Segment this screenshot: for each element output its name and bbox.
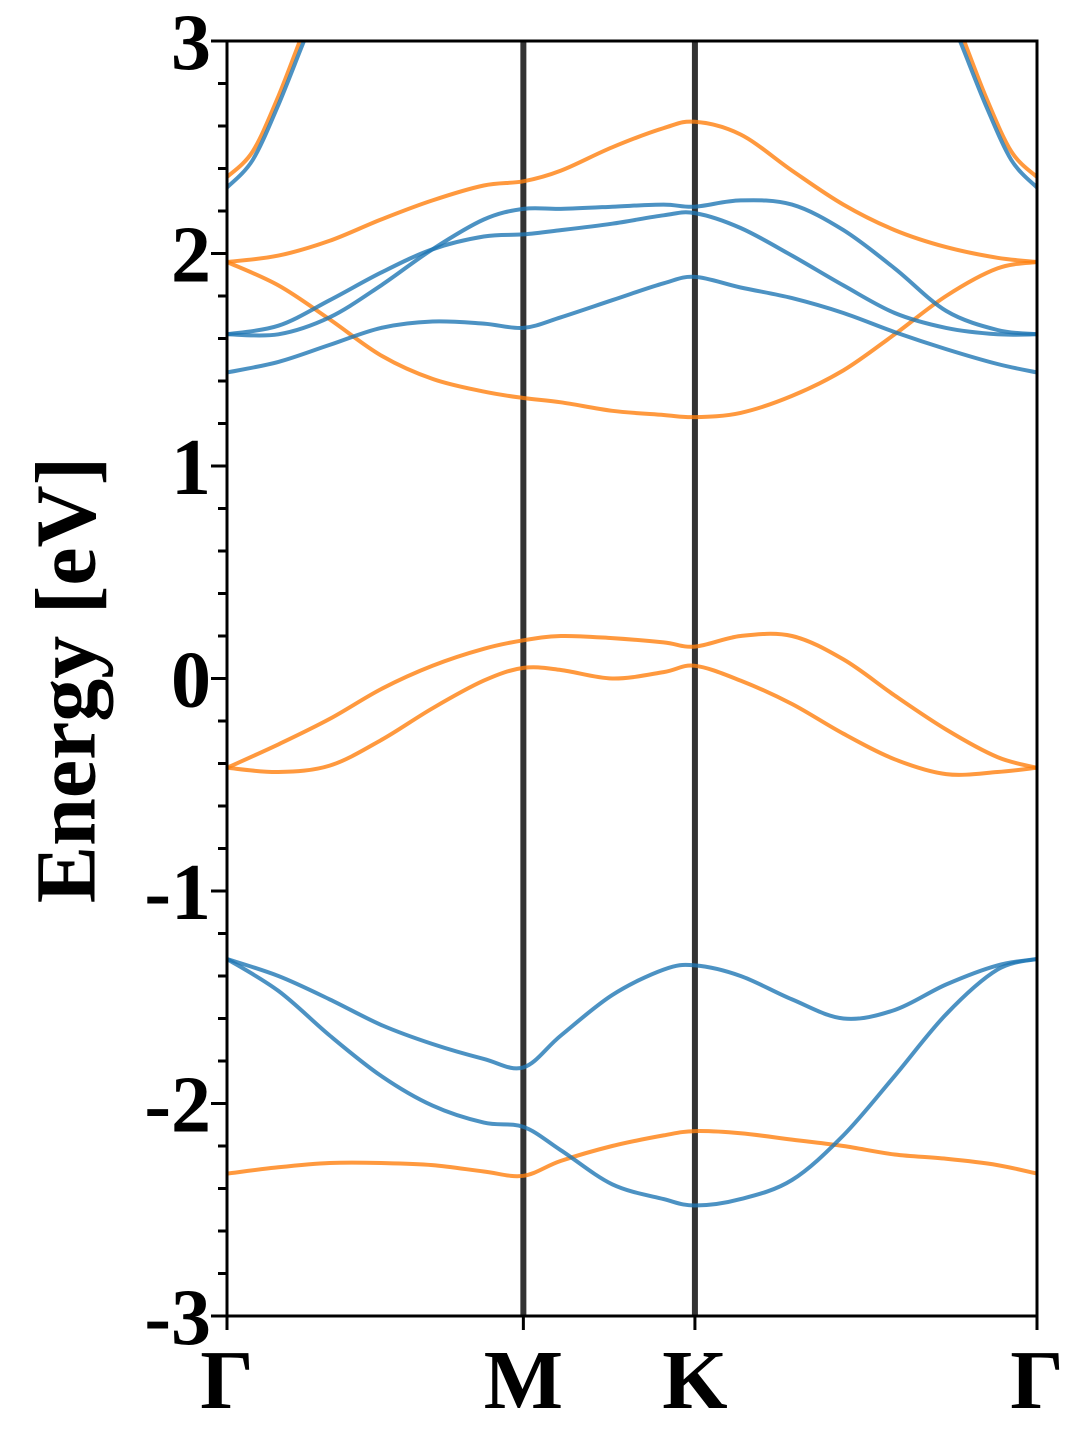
- band: [227, 957, 1037, 1071]
- band: [227, 663, 1037, 777]
- y-tick-label: 1: [171, 424, 211, 512]
- band: [227, 631, 1037, 770]
- band: [227, 1129, 1037, 1179]
- band: [227, 41, 307, 190]
- x-tick-label: K: [662, 1334, 727, 1427]
- y-axis-label: Energy [eV]: [18, 457, 114, 904]
- y-tick-label: -1: [144, 849, 211, 937]
- y-tick-label: -3: [144, 1274, 211, 1362]
- band: [962, 41, 1037, 179]
- band: [227, 957, 1037, 1208]
- y-tick-label: 3: [171, 0, 211, 87]
- band: [227, 210, 1037, 337]
- x-tick-label: Γ: [200, 1334, 253, 1427]
- x-tick-label: Γ: [1010, 1334, 1063, 1427]
- band: [227, 41, 302, 179]
- band: [227, 198, 1037, 338]
- y-tick-label: 2: [171, 212, 211, 300]
- band: [957, 41, 1037, 190]
- band: [227, 260, 1037, 420]
- band: [227, 119, 1037, 264]
- band: [227, 274, 1037, 375]
- y-tick-label: 0: [171, 637, 211, 725]
- x-tick-label: M: [484, 1334, 563, 1427]
- y-tick-label: -2: [144, 1062, 211, 1150]
- plot-area: [227, 41, 1037, 1316]
